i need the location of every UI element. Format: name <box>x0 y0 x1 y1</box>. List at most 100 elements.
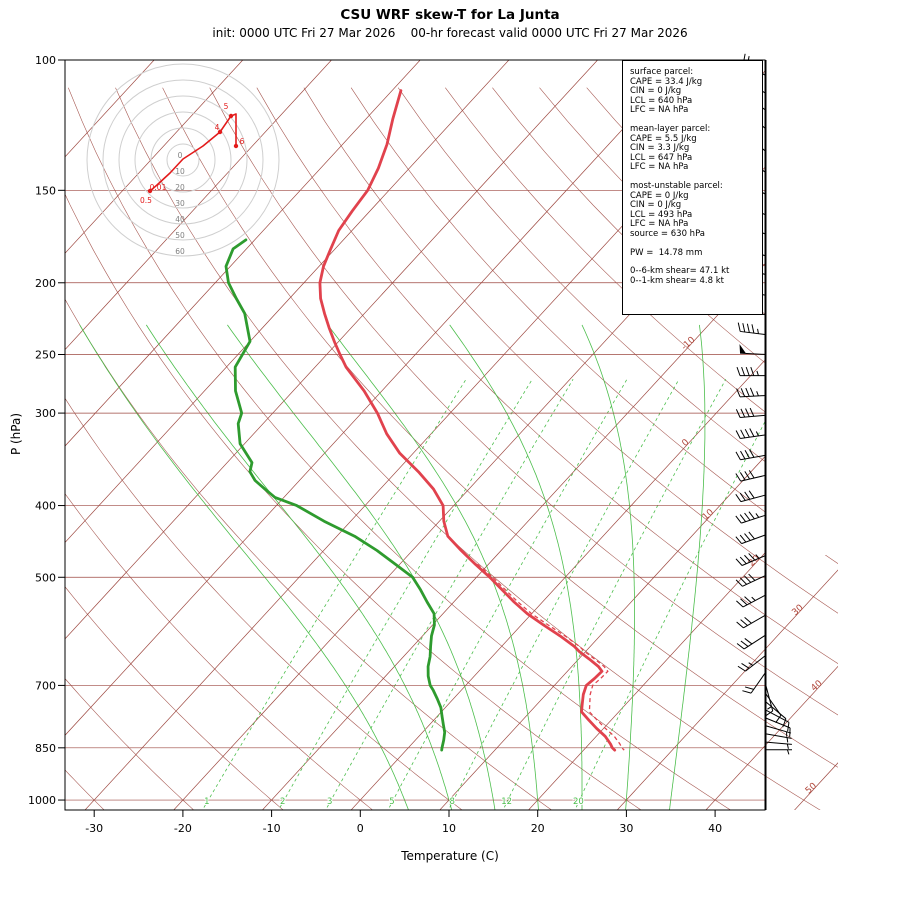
moist-adiabat-line <box>327 324 539 810</box>
wind-barb <box>743 614 767 629</box>
moist-adiabat-line <box>449 324 583 810</box>
info-line: surface parcel: <box>630 67 694 77</box>
barb-full <box>737 322 741 332</box>
barb-half <box>757 328 759 334</box>
moisture-lines <box>79 324 765 810</box>
barb-full <box>740 408 746 418</box>
info-line: 0--6-km shear= 47.1 kt <box>630 266 730 277</box>
mixing-ratio-line <box>202 378 467 810</box>
pressure-tick-label: 400 <box>35 500 56 513</box>
barb-full <box>736 600 744 608</box>
barb-full <box>739 472 746 481</box>
hodograph-ring <box>102 79 264 241</box>
wind-barb <box>765 717 791 729</box>
info-line: LFC = NA hPa <box>630 105 689 116</box>
hodograph: 0 10 20 30 40 50 60 0.01 0.5 4 5 6 <box>86 63 280 257</box>
hodograph-ring-label: 20 <box>175 183 185 192</box>
temperature-tick-label: 40 <box>708 822 722 835</box>
hodograph-ring-label: 30 <box>175 199 185 208</box>
dry-adiabat-line <box>65 87 289 810</box>
info-line: mean-layer parcel: <box>630 123 711 134</box>
dry-adiabat-line <box>115 87 828 810</box>
moist-adiabat-line <box>227 324 496 810</box>
barb-full <box>749 387 755 397</box>
hodograph-point <box>217 129 223 135</box>
barb-full <box>744 596 752 604</box>
info-box-section: 0--6-km shear= 47.1 kt 0--1-km shear= 4.8… <box>630 266 762 286</box>
barb-half <box>756 391 759 397</box>
hodograph-height-label: 6 <box>240 137 245 146</box>
pressure-tick-label: 150 <box>35 184 56 197</box>
isotherm-line <box>65 60 332 810</box>
hodograph-height-label: 5 <box>224 102 229 111</box>
barb-half <box>748 662 754 666</box>
barb-full <box>745 387 750 397</box>
barb-full <box>744 686 754 690</box>
temperature-tick-label: 20 <box>531 822 545 835</box>
barb-full <box>746 323 750 333</box>
barb-full <box>748 531 755 540</box>
barb-full <box>744 575 752 583</box>
info-line: LFC = NA hPa <box>630 219 689 230</box>
figure-subtitle: init: 0000 UTC Fri 27 Mar 2026 00-hr for… <box>212 26 688 40</box>
barb-full <box>751 324 755 334</box>
wind-barb <box>740 330 767 336</box>
barb-full <box>741 366 746 376</box>
isotherms-and-dry-adiabats <box>65 60 838 810</box>
info-line: source = 630 hPa <box>630 228 706 239</box>
wind-barb <box>740 494 767 503</box>
wind-barb <box>750 671 767 694</box>
pressure-tick-label: 250 <box>35 348 56 361</box>
barb-half <box>786 743 789 749</box>
hodograph-ring-label: 60 <box>175 247 185 256</box>
barb-full <box>739 556 747 565</box>
mixing-ratio-line <box>278 378 533 810</box>
hodograph-ring-label: 0 <box>178 151 183 160</box>
pressure-tick-label: 1000 <box>28 794 56 807</box>
info-line: CAPE = 0 J/kg <box>630 190 689 201</box>
barb-full <box>744 533 751 541</box>
dry-adiabat-line <box>350 87 838 810</box>
barb-full <box>740 598 748 606</box>
info-line: PW = 14.78 mm <box>630 247 703 258</box>
info-line: CIN = 3.3 J/kg <box>630 143 690 154</box>
hodograph-ring <box>86 63 280 257</box>
dry-adiabat-line <box>209 87 838 810</box>
mixing-ratio-labels: 1 2 3 5 8 12 20 <box>203 796 585 808</box>
barb-full <box>744 428 750 438</box>
moist-adiabat-line <box>79 324 409 810</box>
barb-full <box>735 515 742 524</box>
mixing-ratio-label: 20 <box>573 797 584 807</box>
isotherm-line <box>65 60 155 810</box>
info-line: CAPE = 5.5 J/kg <box>630 133 697 144</box>
barb-full <box>744 450 750 459</box>
temperature-profile <box>318 89 617 752</box>
hodograph-point <box>228 113 234 119</box>
mixing-ratio-label: 1 <box>204 797 209 807</box>
hodograph-height-label: 0.01 <box>150 183 167 192</box>
barb-full <box>744 512 751 521</box>
moist-adiabat-line <box>581 324 635 810</box>
pressure-tick-label: 500 <box>35 571 56 584</box>
pressure-tick-label: 100 <box>35 54 56 67</box>
barb-full <box>736 366 741 376</box>
x-axis-title: Temperature (C) <box>401 849 499 863</box>
dry-adiabat-line <box>68 87 738 810</box>
figure-title: CSU WRF skew-T for La Junta <box>340 7 560 23</box>
barb-full <box>744 554 751 563</box>
pressure-tick-label: 850 <box>35 742 56 755</box>
barb-full <box>735 536 742 544</box>
barb-full <box>740 388 746 397</box>
barb-full <box>742 690 752 694</box>
wind-barb <box>743 634 767 650</box>
barb-full <box>765 710 774 717</box>
info-box-section: most-unstable parcel: CAPE = 0 J/kg CIN = … <box>630 181 762 240</box>
barb-full <box>735 579 743 587</box>
barb-full <box>735 409 741 418</box>
sounding-profiles <box>224 89 625 752</box>
barb-full <box>744 491 751 500</box>
barb-full <box>748 470 755 479</box>
